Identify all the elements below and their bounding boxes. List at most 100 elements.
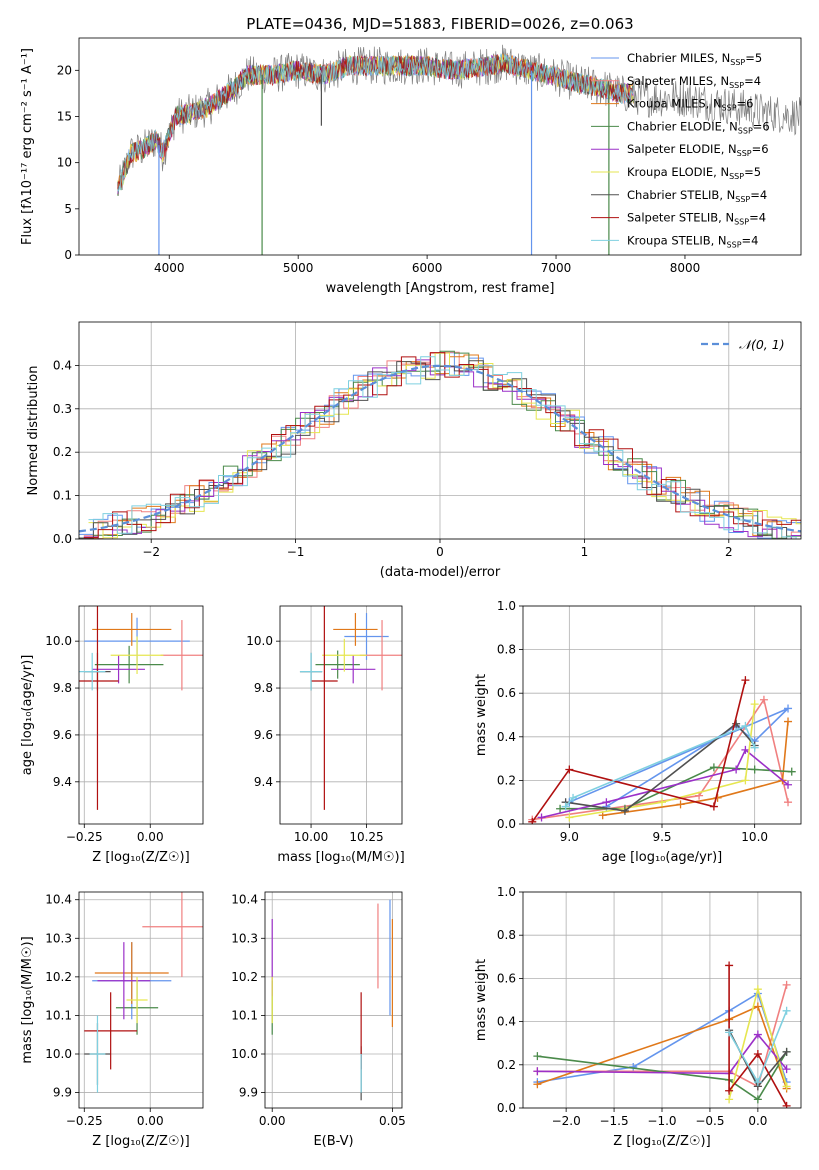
y-tick-label: 9.4 xyxy=(53,775,72,789)
weight-series-9 xyxy=(561,721,759,811)
residual-histogram-7 xyxy=(79,360,801,539)
weight-point-marker xyxy=(528,817,537,824)
error-bar-point-2 xyxy=(359,620,402,691)
weight-point-marker xyxy=(782,1082,791,1091)
x-tick-label: 8000 xyxy=(670,261,701,275)
x-axis-label: mass [log₁₀(M/M☉)] xyxy=(277,850,404,865)
weight-point-marker xyxy=(741,721,750,730)
weight-point-marker xyxy=(709,802,718,811)
legend-label: Chabrier MILES, NSSP=5 xyxy=(627,51,762,67)
error-bar-point-3 xyxy=(92,613,172,646)
panel-z-vs-mass: −0.25 0.00 9.9 10.0 10.1 10.2 10.3 10.4 Z [log₁₀… xyxy=(20,891,204,1149)
error-bar-point-9 xyxy=(79,652,106,691)
y-tick-label: 0.4 xyxy=(53,358,72,372)
error-bar-point-6 xyxy=(322,638,367,672)
error-bar-point-5 xyxy=(331,655,376,684)
plot-area-z-vs-weight xyxy=(533,961,791,1108)
error-bar-point-1 xyxy=(344,613,389,660)
weight-point-marker xyxy=(533,1067,542,1076)
weight-point-marker xyxy=(784,717,793,726)
y-tick-label: 10 xyxy=(57,156,72,170)
y-tick-label: 9.4 xyxy=(254,775,273,789)
plot-area-age-vs-weight xyxy=(528,676,796,824)
y-tick-label: 10.0 xyxy=(45,634,72,648)
y-tick-label: 0.2 xyxy=(53,445,72,459)
y-tick-label: 10.3 xyxy=(231,931,258,945)
x-axis-label: (data-model)/error xyxy=(380,565,501,580)
weight-point-marker xyxy=(759,695,768,704)
y-axis-label: age [log₁₀(age/yr)] xyxy=(20,655,35,776)
weight-point-marker xyxy=(753,1002,762,1011)
panel-z-vs-age: −0.25 0.00 9.4 9.6 9.8 10.0 Z [log₁₀(Z/Z☉)] age… xyxy=(20,605,204,865)
y-tick-label: 0.1 xyxy=(53,489,72,503)
x-tick-label: 10.25 xyxy=(349,830,383,844)
weight-point-marker xyxy=(565,765,574,774)
weight-point-marker xyxy=(533,1052,542,1061)
weight-point-marker xyxy=(741,745,750,754)
x-axis-label: E(B-V) xyxy=(313,1134,353,1149)
x-tick-label: −1.0 xyxy=(647,1114,676,1128)
legend-label: Kroupa STELIB, NSSP=4 xyxy=(627,233,758,249)
y-axis-label: mass [log₁₀(M/M☉)] xyxy=(20,936,35,1063)
weight-point-marker xyxy=(741,676,750,685)
y-tick-label: 9.9 xyxy=(239,1086,258,1100)
legend-entry: Salpeter STELIB, NSSP=4 xyxy=(591,211,766,227)
legend-label: 𝒩(0, 1) xyxy=(739,337,785,352)
y-tick-label: 0.0 xyxy=(497,1101,516,1115)
weight-point-marker xyxy=(787,767,796,776)
axes-frame xyxy=(279,605,403,825)
x-tick-label: 6000 xyxy=(412,261,443,275)
weight-point-marker xyxy=(569,793,578,802)
y-tick-label: 0.6 xyxy=(497,971,516,985)
weight-line xyxy=(564,724,756,808)
y-tick-label: 10.2 xyxy=(231,970,258,984)
plot-area-z-vs-age xyxy=(79,606,203,810)
weight-series-9 xyxy=(725,1006,791,1087)
y-tick-label: 15 xyxy=(57,109,72,123)
x-tick-label: 0.00 xyxy=(137,830,164,844)
plot-area-residuals xyxy=(79,350,801,539)
x-tick-label: −2 xyxy=(142,545,160,559)
residual-histogram-9 xyxy=(88,356,801,539)
weight-point-marker xyxy=(750,743,759,752)
y-tick-label: 0.8 xyxy=(497,643,516,657)
y-axis-label: Normed distribution xyxy=(26,366,41,496)
y-axis-label: Flux [fλ10⁻¹⁷ erg cm⁻² s⁻¹ A⁻¹] xyxy=(20,48,35,245)
legend-entry: Chabrier STELIB, NSSP=4 xyxy=(591,188,767,204)
error-bar-point-9 xyxy=(89,1015,106,1093)
y-tick-label: 9.6 xyxy=(53,728,72,742)
error-bar-point-9 xyxy=(299,652,323,691)
legend-entry: Salpeter MILES, NSSP=4 xyxy=(591,74,761,90)
weight-point-marker xyxy=(753,1078,762,1087)
weight-series-6 xyxy=(725,985,791,1104)
weight-point-marker xyxy=(782,1065,791,1074)
weight-point-marker xyxy=(620,806,629,815)
x-axis-label: Z [log₁₀(Z/Z☉)] xyxy=(92,850,189,865)
y-tick-label: 0.2 xyxy=(497,1058,516,1072)
x-tick-label: −0.5 xyxy=(695,1114,724,1128)
y-tick-label: 0.6 xyxy=(497,686,516,700)
weight-point-marker xyxy=(753,1095,762,1104)
error-bar-point-3 xyxy=(333,613,378,646)
weight-point-marker xyxy=(750,765,759,774)
weight-series-1 xyxy=(565,704,793,811)
y-tick-label: 0.0 xyxy=(53,532,72,546)
y-tick-label: 9.8 xyxy=(53,681,72,695)
weight-line xyxy=(537,1033,788,1075)
y-tick-label: 0.2 xyxy=(497,773,516,787)
weight-series-5 xyxy=(537,745,793,822)
y-tick-label: 20 xyxy=(57,63,72,77)
y-tick-label: 5 xyxy=(64,202,72,216)
weight-point-marker xyxy=(782,980,791,989)
x-tick-label: −0.25 xyxy=(66,1114,103,1128)
legend-label: Kroupa MILES, NSSP=6 xyxy=(627,97,753,113)
weight-point-marker xyxy=(782,1006,791,1015)
y-tick-label: 9.8 xyxy=(254,681,273,695)
axes-frame xyxy=(78,891,204,1109)
weight-line xyxy=(532,697,789,821)
plot-area-ebv-vs-mass xyxy=(271,899,393,1101)
plot-area-z-vs-mass xyxy=(84,892,203,1093)
x-tick-label: 5000 xyxy=(283,261,314,275)
weight-point-marker xyxy=(725,1086,734,1095)
x-tick-label: 0.0 xyxy=(748,1114,767,1128)
